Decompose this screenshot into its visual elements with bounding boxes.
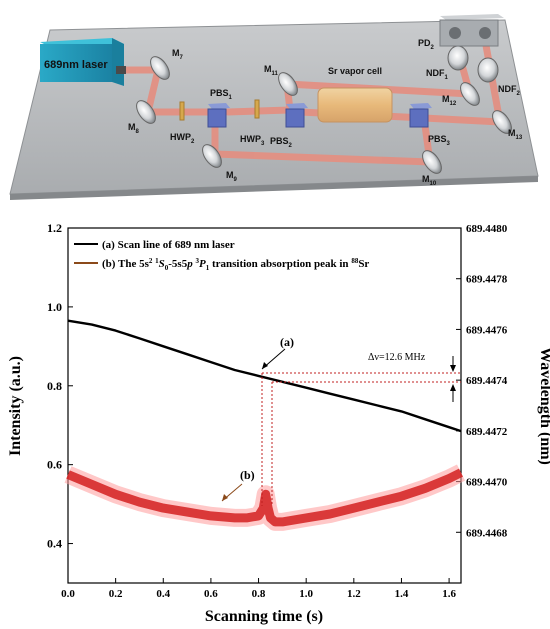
m10-label: M10 [422, 174, 437, 187]
vapor-cell: Sr vapor cell [317, 66, 393, 123]
right-tick-label: 689.4474 [466, 375, 508, 387]
left-tick-label: 0.8 [47, 379, 62, 393]
optical-setup-diagram: 689nm laser Sr vapor cell [9, 14, 539, 200]
mirror-m10 [422, 150, 442, 174]
mirror-m7 [150, 56, 170, 80]
half-wave-plates [179, 99, 260, 121]
x-axis-title: Scanning time (s) [205, 608, 323, 625]
delta-arrowhead-top [450, 365, 456, 372]
left-tick-label: 0.6 [47, 458, 62, 472]
pbs-cubes [207, 103, 432, 128]
mirror-m11 [278, 72, 298, 96]
guide-lines [261, 372, 461, 506]
plot-frame [67, 227, 462, 584]
ndf-filters [447, 45, 499, 83]
annotation-a: (a) [280, 335, 294, 349]
right-tick-label: 689.4478 [466, 274, 508, 286]
series-a-line [67, 319, 462, 433]
legend: (a) Scan line of 689 nm laser (b) The 5s… [74, 239, 369, 272]
mirror-m12 [460, 82, 480, 106]
series-b-line [66, 468, 463, 527]
x-tick-label: 1.4 [395, 588, 409, 600]
m13-label: M13 [508, 128, 523, 141]
right-tick-label: 689.4470 [466, 477, 508, 489]
absorption-chart: 0.0 0.2 0.4 0.6 0.8 1.0 1.2 1.4 1.6 0.4 0.6 0.8 1.0 1… [7, 221, 550, 625]
left-axis-title: Intensity (a.u.) [7, 356, 24, 456]
annotation-b-arrowhead [222, 494, 228, 501]
right-tick-label: 689.4468 [466, 527, 508, 539]
m11-label: M11 [264, 64, 279, 77]
right-tick-label: 689.4472 [466, 426, 508, 438]
pbs2-label: PBS2 [270, 136, 293, 149]
x-tick-label: 0.2 [109, 588, 123, 600]
delta-arrowhead-bottom [450, 384, 456, 391]
hwp2-label: HWP2 [170, 132, 195, 145]
mirror-m8 [136, 100, 156, 124]
vapor-cell-label: Sr vapor cell [328, 66, 382, 76]
pbs-3-cube [409, 103, 432, 128]
series-layer [64, 319, 465, 531]
m7-label: M7 [172, 48, 184, 61]
mirror-m13 [492, 110, 512, 134]
m9-label: M9 [226, 170, 238, 183]
x-tick-label: 0.4 [156, 588, 170, 600]
optical-table [9, 19, 539, 200]
legend-entry-b: (b) The 5s2 1S0-5s5p 3P1 transition abso… [102, 257, 369, 272]
x-tick-label: 0.0 [61, 588, 75, 600]
left-tick-label: 1.2 [47, 221, 62, 235]
right-tick-label: 689.4480 [466, 223, 508, 235]
component-labels: M7 M8 M9 M10 M11 M12 M13 PBS1 PBS2 PBS3 … [128, 38, 523, 187]
x-tick-label: 1.0 [299, 588, 313, 600]
left-tick-label: 0.4 [47, 537, 62, 551]
m8-label: M8 [128, 122, 140, 135]
laser-source: 689nm laser [40, 38, 126, 86]
pbs3-label: PBS3 [428, 134, 451, 147]
x-tick-label: 0.6 [204, 588, 218, 600]
ndf2-label: NDF2 [498, 84, 521, 97]
hwp-2-plate [179, 101, 185, 121]
annotations: (a) (b) Δν=12.6 MHz [221, 335, 456, 502]
pbs-1-cube [207, 103, 230, 128]
annotation-b: (b) [240, 468, 255, 482]
mirror-m9 [202, 144, 222, 168]
m12-label: M12 [442, 94, 457, 107]
ndf-1-filter [447, 45, 469, 71]
x-tick-label: 1.2 [347, 588, 361, 600]
x-tick-label: 0.8 [252, 588, 266, 600]
left-tick-label: 1.0 [47, 300, 62, 314]
x-tick-label: 1.6 [442, 588, 456, 600]
photodetector [439, 14, 504, 47]
hwp3-label: HWP3 [240, 134, 265, 147]
axis-ticks: 0.0 0.2 0.4 0.6 0.8 1.0 1.2 1.4 1.6 0.4 0.6 0.8 1.0 1… [47, 221, 508, 600]
hwp-3-plate [254, 99, 260, 119]
right-tick-label: 689.4476 [466, 324, 508, 336]
ndf-2-filter [477, 57, 499, 83]
annotation-a-arrowhead [262, 362, 268, 369]
ndf1-label: NDF1 [426, 68, 449, 81]
laser-label: 689nm laser [44, 59, 108, 71]
right-axis-title: Wavelength (nm) [537, 347, 550, 465]
mirrors [136, 56, 512, 174]
pd2-label: PD2 [418, 38, 435, 51]
legend-entry-a: (a) Scan line of 689 nm laser [102, 239, 235, 251]
annotation-delta-nu: Δν=12.6 MHz [368, 352, 426, 363]
pbs-2-cube [285, 103, 308, 128]
pbs1-label: PBS1 [210, 88, 233, 101]
